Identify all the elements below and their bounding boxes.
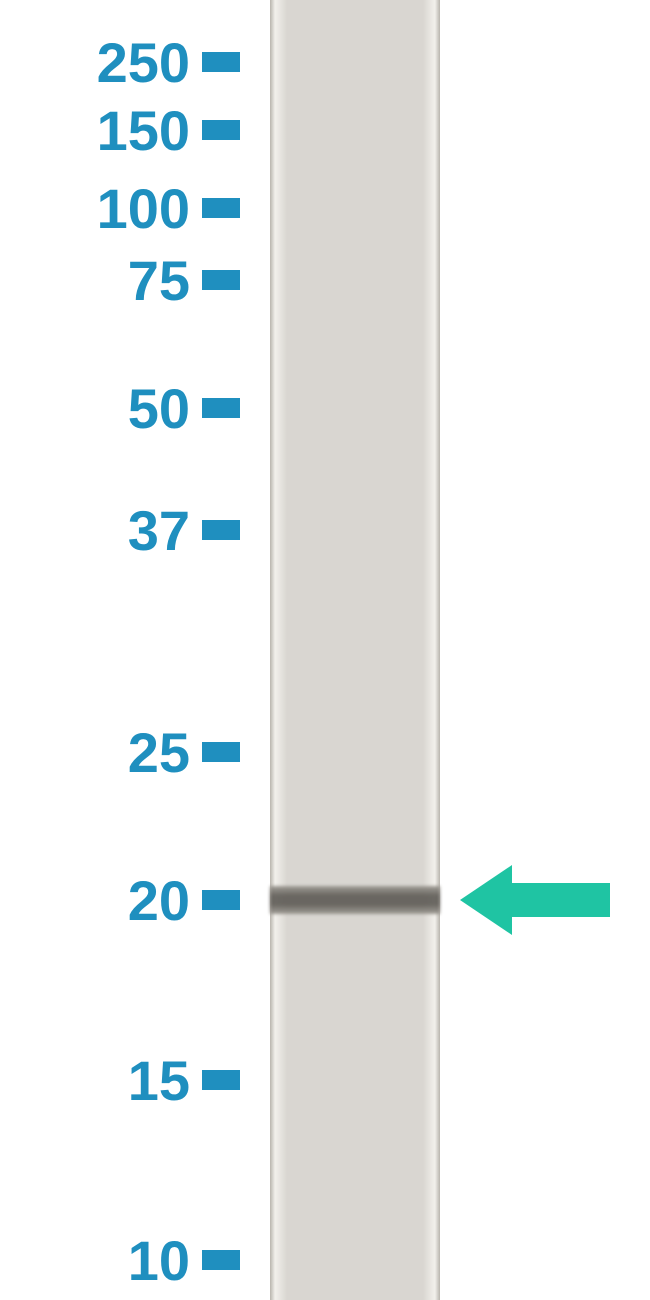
mw-marker-label: 100 xyxy=(10,176,190,241)
mw-marker-tick xyxy=(202,52,240,72)
gel-lane xyxy=(270,0,440,1300)
mw-marker-tick xyxy=(202,1250,240,1270)
mw-marker-label: 250 xyxy=(10,30,190,95)
mw-marker-label: 75 xyxy=(10,248,190,313)
mw-marker-label: 20 xyxy=(10,868,190,933)
mw-marker-label: 25 xyxy=(10,720,190,785)
mw-marker-tick xyxy=(202,270,240,290)
mw-marker-tick xyxy=(202,120,240,140)
mw-marker-label: 10 xyxy=(10,1228,190,1293)
mw-marker-tick xyxy=(202,198,240,218)
mw-marker-tick xyxy=(202,890,240,910)
mw-marker-label: 150 xyxy=(10,98,190,163)
mw-marker-tick xyxy=(202,742,240,762)
mw-marker-tick xyxy=(202,1070,240,1090)
mw-marker-label: 50 xyxy=(10,376,190,441)
mw-marker-tick xyxy=(202,520,240,540)
band-indicator-arrow xyxy=(458,863,612,937)
mw-marker-label: 15 xyxy=(10,1048,190,1113)
western-blot-figure: 250150 100 75 50 37 25 20 15 10 xyxy=(0,0,650,1300)
mw-marker-label: 37 xyxy=(10,498,190,563)
protein-band xyxy=(270,886,440,914)
mw-marker-tick xyxy=(202,398,240,418)
